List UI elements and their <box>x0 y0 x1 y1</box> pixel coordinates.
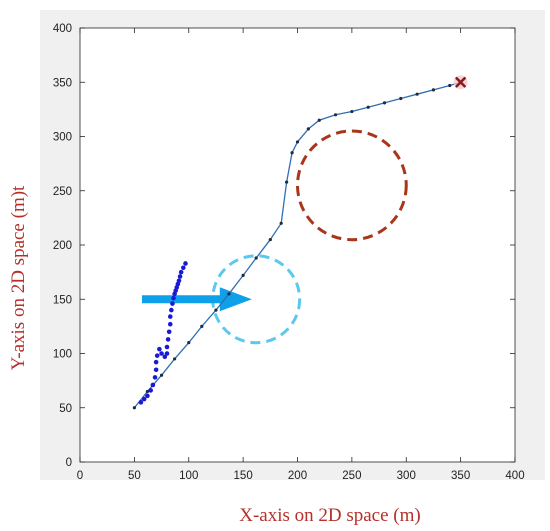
x-tick-label: 300 <box>397 470 416 482</box>
x-axis-ticks: 0 50 100 150 200 250 300 350 400 <box>77 28 525 482</box>
trajectory-dot <box>148 388 153 393</box>
trajectory-dot <box>170 301 175 306</box>
y-tick-label: 300 <box>53 132 72 144</box>
y-tick-label: 200 <box>53 240 72 252</box>
trajectory-dot <box>183 261 188 266</box>
y-axis-title: Y-axis on 2D space (m)t <box>8 185 29 370</box>
y-tick-label: 250 <box>53 186 72 198</box>
path-marker <box>241 273 245 277</box>
trajectory-dot <box>157 346 162 352</box>
path-marker <box>227 292 231 296</box>
trajectory-dot <box>152 375 158 380</box>
y-tick-label: 50 <box>59 403 72 415</box>
x-tick-label: 350 <box>451 470 470 482</box>
path-marker <box>200 324 204 328</box>
trajectory-dot <box>162 354 168 360</box>
trajectory-dot <box>154 353 160 358</box>
trajectory-dot <box>181 265 186 271</box>
goal-x-marker <box>455 76 466 88</box>
path-marker <box>366 105 370 109</box>
path-marker <box>145 389 150 394</box>
y-tick-label: 400 <box>53 23 72 35</box>
trajectory-dot <box>138 400 144 405</box>
path-marker <box>214 308 218 312</box>
trajectory-dot <box>171 295 176 301</box>
path-marker <box>333 113 338 117</box>
x-tick-label: 150 <box>234 470 253 482</box>
x-tick-label: 250 <box>342 470 361 482</box>
path-marker <box>399 96 403 101</box>
path-marker <box>448 83 452 88</box>
x-tick-label: 50 <box>128 470 141 482</box>
trajectory-dot <box>165 337 171 342</box>
arrow-shaft <box>141 295 222 304</box>
trajectory-dot <box>153 359 159 365</box>
path-marker <box>187 341 191 345</box>
trajectory-dot <box>178 269 184 275</box>
trajectory-dot <box>177 274 183 279</box>
path-marker <box>159 373 164 377</box>
x-axis-title: X-axis on 2D space (m) <box>239 505 421 526</box>
x-tick-label: 200 <box>288 470 307 482</box>
trajectory-dot <box>145 393 150 399</box>
obstacle-circle-1 <box>296 129 408 242</box>
trajectory-dot <box>167 321 173 327</box>
path-marker <box>431 88 436 92</box>
path-marker <box>415 92 419 96</box>
trajectory-dot <box>166 329 172 335</box>
plot-area <box>79 27 516 463</box>
path-marker <box>350 109 354 114</box>
path-line <box>133 81 461 409</box>
y-tick-label: 100 <box>53 349 72 361</box>
trajectory-dot <box>141 396 147 402</box>
x-tick-label: 100 <box>179 470 198 482</box>
path-marker <box>254 256 258 260</box>
trajectory-dot <box>164 351 170 356</box>
trajectory-dot <box>167 314 173 319</box>
trajectory-dot <box>150 382 156 388</box>
trajectory-dot <box>176 278 182 284</box>
path-marker <box>295 140 300 144</box>
x-tick-label: 0 <box>77 470 83 482</box>
y-tick-label: 0 <box>66 457 72 469</box>
path-marker <box>279 221 283 225</box>
trajectory-dot <box>153 367 159 373</box>
path-marker <box>306 127 310 131</box>
path-marker <box>290 151 294 155</box>
path-marker <box>382 101 387 105</box>
y-axis-ticks: 0 50 100 150 200 250 300 350 400 <box>53 23 515 469</box>
y-tick-label: 350 <box>53 77 72 89</box>
x-tick-label: 400 <box>505 470 524 482</box>
path-marker <box>132 406 136 410</box>
trajectory-dot <box>164 344 170 350</box>
path-marker <box>317 118 321 122</box>
path-marker <box>285 180 289 184</box>
trajectory-dot <box>169 307 174 313</box>
trajectory-dot <box>159 351 164 356</box>
path-marker <box>173 357 177 361</box>
y-tick-label: 150 <box>53 294 72 306</box>
goal-layer <box>453 75 468 90</box>
series-layer <box>132 80 463 410</box>
path-marker <box>268 237 272 242</box>
